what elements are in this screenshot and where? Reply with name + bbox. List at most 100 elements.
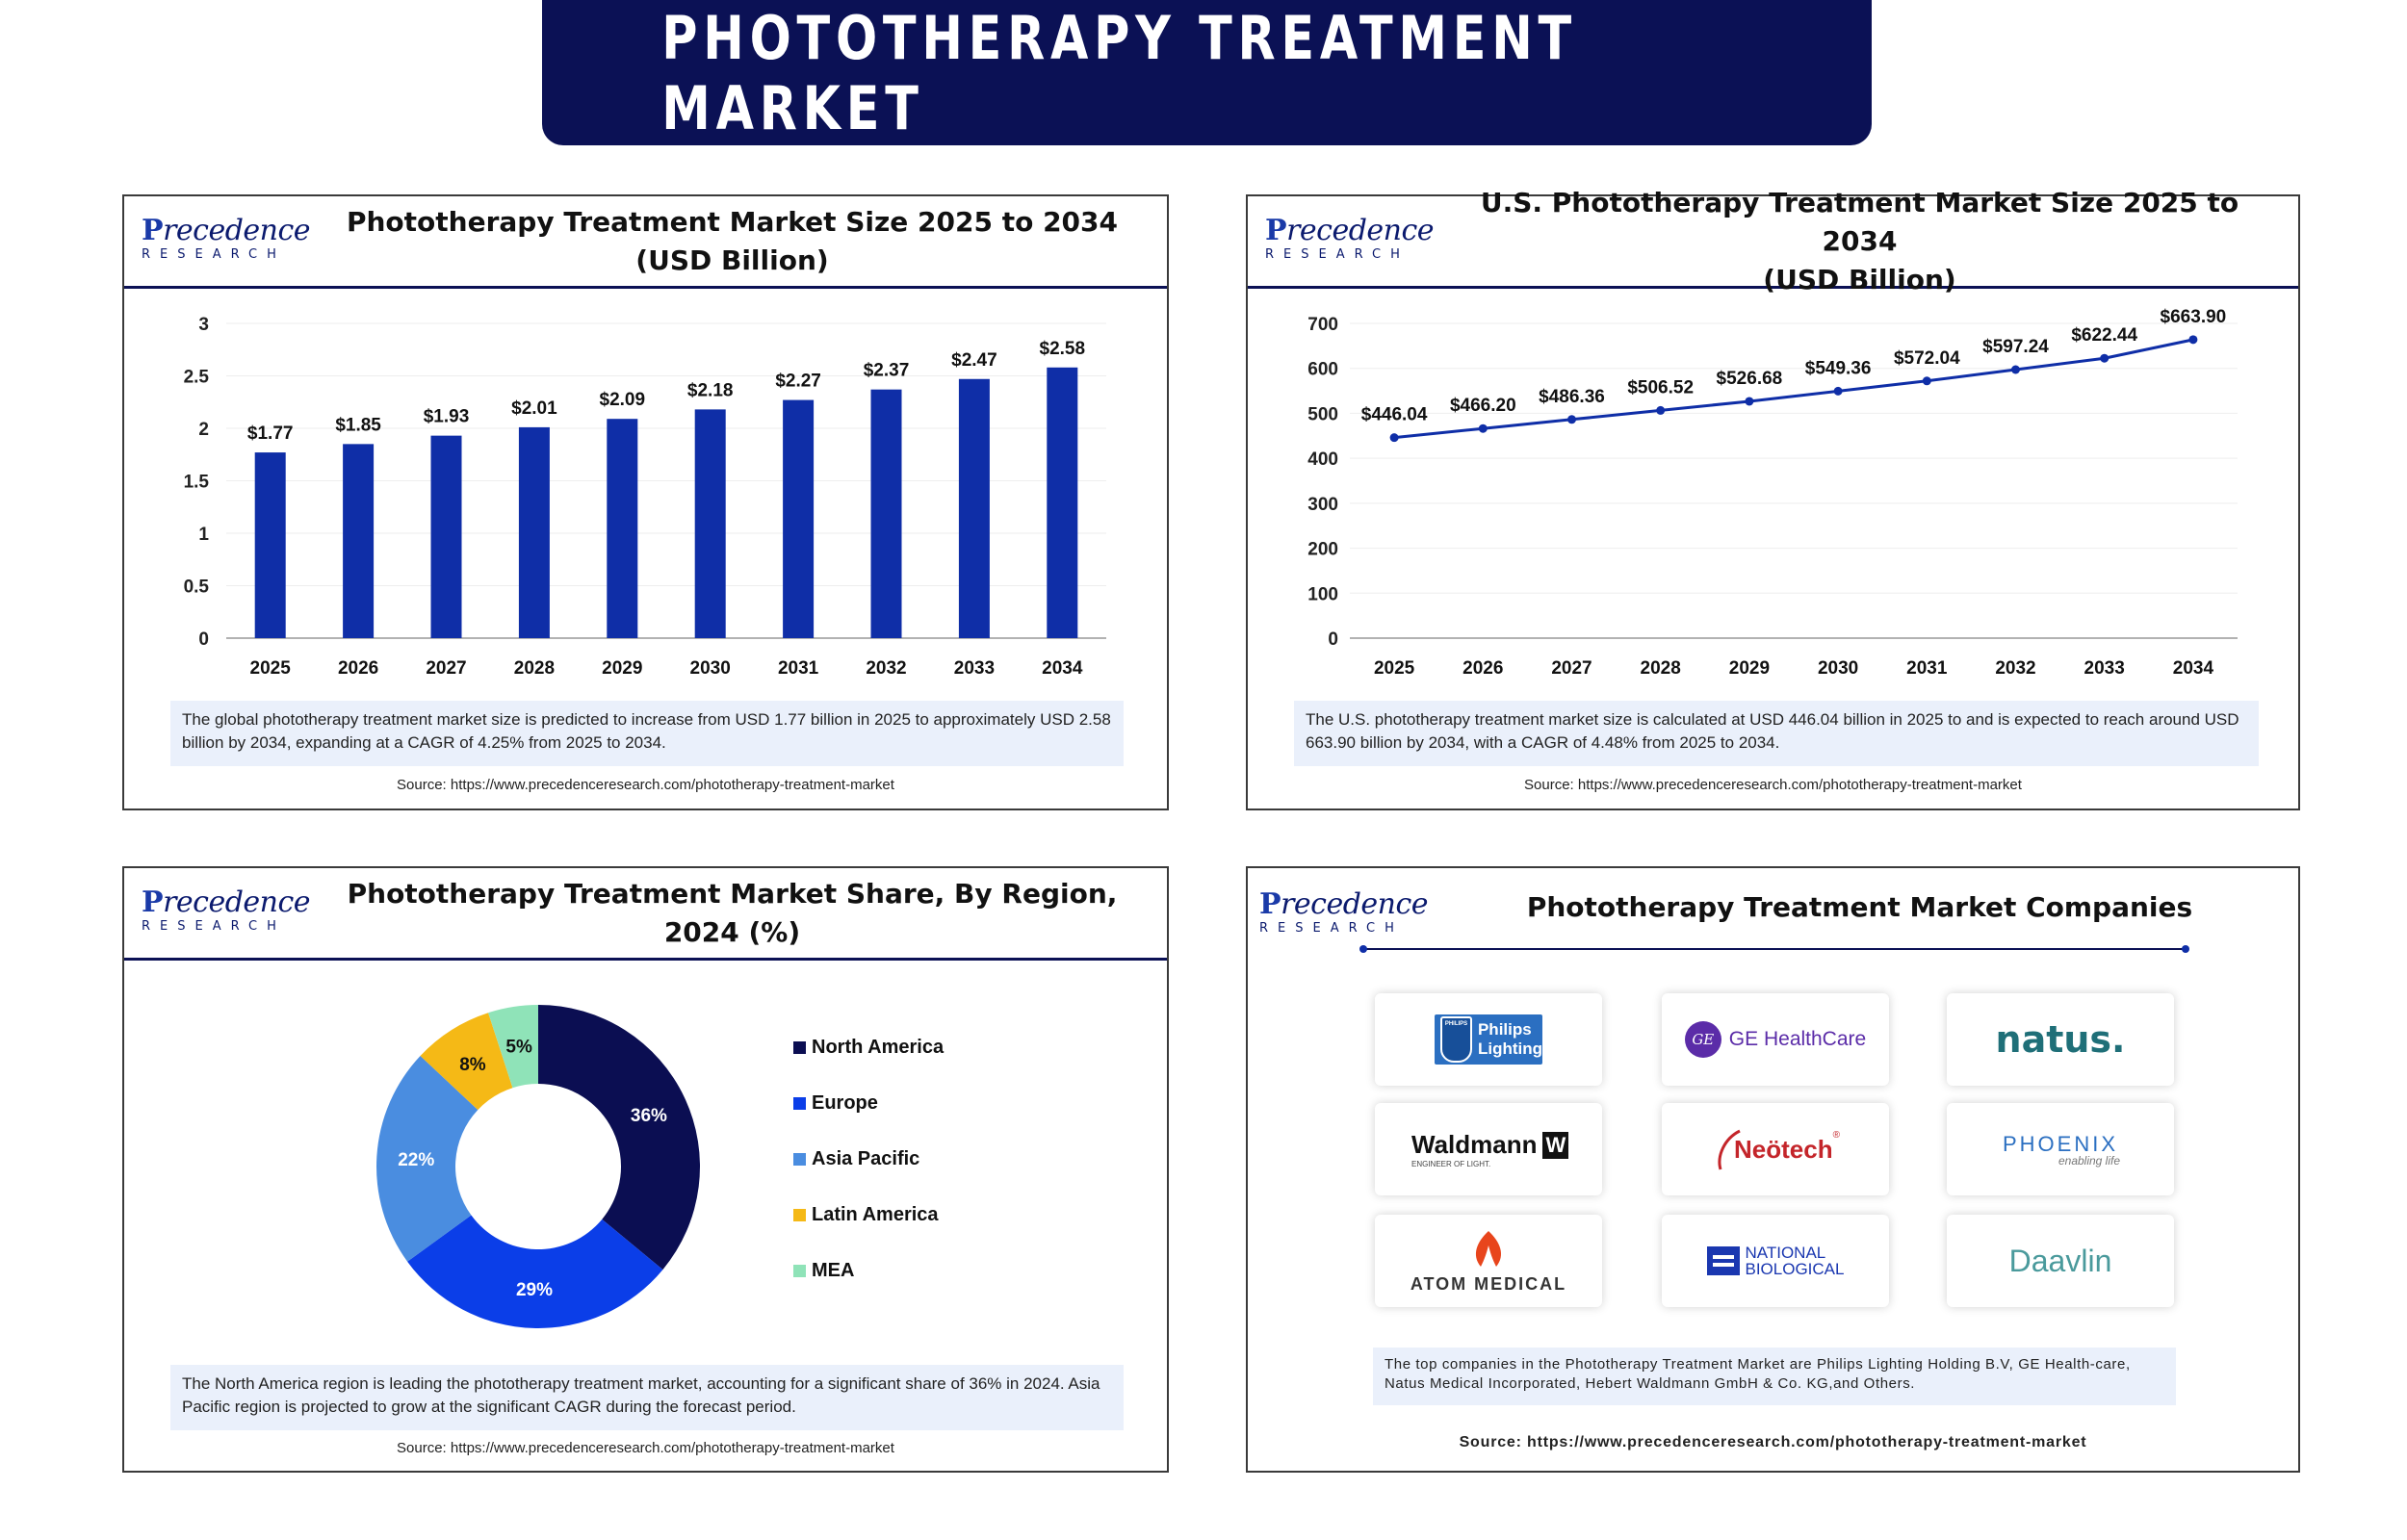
bar: [870, 389, 902, 638]
logo-letter: P: [1259, 887, 1281, 921]
company-neotech: Neötech ®: [1662, 1103, 1889, 1195]
x-tick-label: 2029: [1729, 658, 1770, 679]
legend-swatch: [793, 1097, 806, 1110]
atom-flame-icon: [1475, 1230, 1502, 1267]
waldmann-tagline: ENGINEER OF LIGHT.: [1411, 1160, 1491, 1168]
bar-data-label: $2.58: [1040, 339, 1086, 359]
y-tick-label: 2: [198, 420, 209, 440]
waldmann-w-icon: W: [1542, 1131, 1569, 1159]
y-tick-label: 0: [1328, 629, 1338, 650]
point-data-label: $597.24: [1982, 337, 2049, 357]
data-point: [2188, 335, 2198, 345]
ge-mark: GE: [1692, 1031, 1715, 1048]
y-tick-label: 400: [1307, 449, 1338, 470]
y-tick-label: 700: [1307, 315, 1338, 335]
philips-shield-icon: PHILIPS: [1440, 1016, 1472, 1063]
bar-data-label: $1.93: [424, 407, 470, 427]
company-atom-medical: ATOM MEDICAL: [1375, 1215, 1602, 1307]
bar-data-label: $2.27: [775, 372, 821, 392]
title-underline: [1359, 945, 2189, 953]
bar-chart: 0 0.5 1 1.5 2 2.5 3 $1.77 2025 $1.85 2026 $1.93 2027…: [184, 315, 1106, 679]
legend-swatch: [793, 1153, 806, 1166]
x-tick-label: 2034: [1042, 658, 1083, 679]
data-point: [1389, 433, 1399, 443]
point-data-label: $486.36: [1539, 387, 1605, 407]
logo-subtitle: RESEARCH: [142, 919, 286, 934]
data-point: [1922, 376, 1931, 386]
chart-note: The North America region is leading the …: [170, 1365, 1124, 1430]
legend-label: North America: [812, 1037, 945, 1058]
x-tick-label: 2026: [338, 658, 378, 679]
bar-data-label: $2.09: [600, 390, 646, 410]
x-tick-label: 2031: [778, 658, 819, 679]
x-tick-label: 2028: [1641, 658, 1681, 679]
legend-swatch: [793, 1265, 806, 1277]
panel-header: Precedence RESEARCH Phototherapy Treatme…: [124, 868, 1167, 961]
bar: [694, 409, 726, 638]
donut-slice: [407, 1215, 663, 1328]
donut-slice: [488, 1005, 538, 1089]
bar-data-label: $2.01: [511, 398, 557, 419]
logo-subtitle: RESEARCH: [142, 247, 286, 262]
global-market-panel: Precedence RESEARCH Phototherapy Treatme…: [122, 194, 1169, 810]
x-tick-label: 2027: [1551, 658, 1592, 679]
atom-medical-wordmark: ATOM MEDICAL: [1410, 1273, 1567, 1294]
point-data-label: $663.90: [2161, 307, 2227, 327]
x-tick-label: 2034: [2173, 658, 2214, 679]
x-tick-label: 2025: [250, 658, 292, 679]
logo-letter: P: [1265, 214, 1287, 247]
companies-note: The top companies in the Phototherapy Tr…: [1373, 1348, 2176, 1405]
x-tick-label: 2031: [1906, 658, 1948, 679]
x-tick-label: 2025: [1374, 658, 1415, 679]
national-biological-mark-icon: [1706, 1246, 1740, 1275]
bar-data-label: $2.18: [687, 380, 734, 400]
x-tick-label: 2030: [690, 658, 731, 679]
legend-item: Europe: [793, 1092, 878, 1115]
y-tick-label: 1.5: [184, 473, 210, 493]
company-waldmann: Waldmann W ENGINEER OF LIGHT.: [1375, 1103, 1602, 1195]
logo-wordmark: recedence: [163, 886, 311, 919]
x-tick-label: 2026: [1462, 658, 1503, 679]
panel-header: Precedence RESEARCH U.S. Phototherapy Tr…: [1248, 187, 2298, 295]
y-tick-label: 0: [198, 629, 209, 650]
ge-healthcare-wordmark: GE HealthCare: [1728, 1028, 1867, 1050]
x-tick-label: 2028: [514, 658, 555, 679]
bar-data-label: $2.47: [951, 350, 997, 371]
data-point: [1656, 405, 1666, 415]
panel-title: Phototherapy Treatment Market Companies: [1526, 891, 2193, 923]
x-tick-label: 2032: [866, 658, 906, 679]
x-tick-label: 2027: [426, 658, 466, 679]
waldmann-wordmark: Waldmann: [1411, 1130, 1538, 1159]
data-point: [2011, 365, 2020, 374]
x-tick-label: 2032: [1995, 658, 2035, 679]
company-national-biological: NATIONAL BIOLOGICAL: [1662, 1215, 1889, 1307]
philips-line2: Lighting: [1477, 1040, 1542, 1058]
slice-data-label: 22%: [398, 1150, 434, 1170]
logo-subtitle: RESEARCH: [1265, 247, 1410, 262]
bar: [343, 444, 375, 638]
legend-swatch: [793, 1209, 806, 1221]
x-tick-label: 2029: [602, 658, 642, 679]
point-data-label: $622.44: [2071, 325, 2137, 346]
logo-wordmark: recedence: [163, 214, 311, 247]
company-natus: natus.: [1947, 993, 2174, 1086]
philips-badge: PHILIPS: [1444, 1021, 1468, 1027]
phoenix-tagline: enabling life: [2058, 1153, 2121, 1168]
point-data-label: $506.52: [1627, 377, 1694, 398]
panel-header: Precedence RESEARCH Phototherapy Treatme…: [124, 196, 1167, 289]
donut-slice: [538, 1005, 700, 1270]
page-banner: PHOTOTHERAPY TREATMENT MARKET: [542, 0, 1872, 145]
bar-data-label: $1.85: [335, 415, 381, 435]
legend-item: Asia Pacific: [793, 1148, 919, 1170]
x-tick-label: 2033: [954, 658, 995, 679]
bar-data-label: $1.77: [247, 424, 294, 444]
bar: [783, 399, 815, 638]
legend-label: Latin America: [812, 1204, 939, 1225]
precedence-research-logo: Precedence RESEARCH: [1259, 887, 1429, 939]
philips-lighting-logo: PHILIPS Philips Lighting: [1435, 1014, 1542, 1065]
data-point: [1478, 424, 1488, 433]
companies-panel: Precedence RESEARCH Phototherapy Treatme…: [1246, 866, 2300, 1473]
y-tick-label: 2.5: [184, 368, 210, 388]
legend-item: Latin America: [793, 1204, 939, 1226]
region-share-panel: Precedence RESEARCH Phototherapy Treatme…: [122, 866, 1169, 1473]
